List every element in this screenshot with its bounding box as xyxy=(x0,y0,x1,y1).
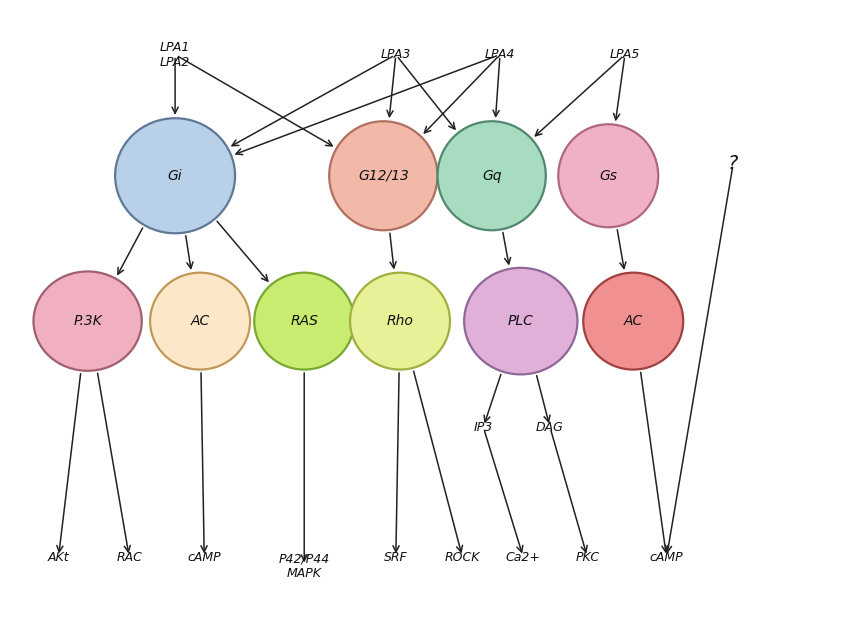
Ellipse shape xyxy=(583,273,683,370)
Text: RAS: RAS xyxy=(291,314,318,328)
Text: DAG: DAG xyxy=(536,421,564,434)
Ellipse shape xyxy=(115,118,235,233)
Ellipse shape xyxy=(329,121,438,231)
Text: cAMP: cAMP xyxy=(649,551,683,564)
Text: Rho: Rho xyxy=(387,314,413,328)
Text: LPA1
LPA2: LPA1 LPA2 xyxy=(160,41,190,69)
Text: Gs: Gs xyxy=(599,169,617,183)
Text: Gq: Gq xyxy=(482,169,501,183)
Text: G12/13: G12/13 xyxy=(358,169,409,183)
Text: PLC: PLC xyxy=(507,314,534,328)
Ellipse shape xyxy=(254,273,354,370)
Text: RAC: RAC xyxy=(116,551,142,564)
Text: AC: AC xyxy=(190,314,210,328)
Text: Gi: Gi xyxy=(167,169,183,183)
Ellipse shape xyxy=(33,271,142,371)
Text: LPA5: LPA5 xyxy=(609,48,640,61)
Ellipse shape xyxy=(558,124,658,227)
Text: AC: AC xyxy=(624,314,643,328)
Text: LPA4: LPA4 xyxy=(484,48,515,61)
Text: cAMP: cAMP xyxy=(188,551,221,564)
Text: ROCK: ROCK xyxy=(445,551,480,564)
Ellipse shape xyxy=(438,121,546,231)
Text: LPA3: LPA3 xyxy=(381,48,411,61)
Ellipse shape xyxy=(350,273,450,370)
Text: P.3K: P.3K xyxy=(73,314,102,328)
Text: IP3: IP3 xyxy=(473,421,493,434)
Text: Ca2+: Ca2+ xyxy=(506,551,541,564)
Ellipse shape xyxy=(150,273,250,370)
Text: SRF: SRF xyxy=(384,551,408,564)
Text: AKt: AKt xyxy=(48,551,70,564)
Ellipse shape xyxy=(464,268,577,375)
Text: ?: ? xyxy=(728,154,739,173)
Text: PKC: PKC xyxy=(575,551,599,564)
Text: P42/P44
MAPK: P42/P44 MAPK xyxy=(279,552,330,580)
